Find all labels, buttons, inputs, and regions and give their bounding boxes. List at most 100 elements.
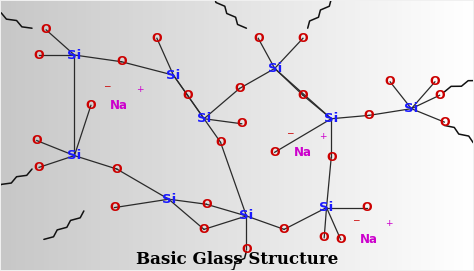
Bar [444, 1, 449, 270]
Text: O: O [361, 201, 372, 214]
Bar [331, 1, 336, 270]
Bar [171, 1, 176, 270]
Bar [147, 1, 152, 270]
Bar [1, 1, 6, 270]
Bar [421, 1, 426, 270]
Text: O: O [34, 161, 45, 174]
Bar [181, 1, 185, 270]
Bar [152, 1, 157, 270]
Bar [232, 1, 237, 270]
Text: Basic Glass Structure: Basic Glass Structure [136, 251, 338, 268]
Text: Si: Si [404, 102, 419, 115]
Text: O: O [253, 32, 264, 45]
Bar [411, 1, 416, 270]
Text: Si: Si [67, 49, 82, 62]
Bar [341, 1, 346, 270]
Text: O: O [364, 109, 374, 122]
Bar [35, 1, 39, 270]
Bar [251, 1, 256, 270]
Bar [303, 1, 308, 270]
Bar [293, 1, 298, 270]
Bar [199, 1, 204, 270]
Bar [119, 1, 124, 270]
Text: O: O [34, 49, 45, 62]
Bar [185, 1, 190, 270]
Text: O: O [111, 163, 122, 176]
Bar [16, 1, 20, 270]
Bar [82, 1, 86, 270]
Bar [105, 1, 110, 270]
Text: O: O [241, 243, 252, 256]
Bar [110, 1, 115, 270]
Text: O: O [234, 82, 245, 95]
Bar [317, 1, 322, 270]
Bar [439, 1, 444, 270]
Bar [392, 1, 397, 270]
Text: O: O [298, 89, 308, 102]
Bar [246, 1, 251, 270]
Bar [20, 1, 25, 270]
Bar [435, 1, 439, 270]
Text: −: − [353, 215, 360, 224]
Bar [261, 1, 265, 270]
Text: O: O [31, 134, 42, 147]
Bar [359, 1, 364, 270]
Bar [355, 1, 359, 270]
Text: O: O [237, 117, 247, 130]
Text: O: O [215, 136, 226, 149]
Bar [312, 1, 317, 270]
Bar [30, 1, 35, 270]
Text: O: O [439, 116, 450, 128]
Bar [157, 1, 162, 270]
Bar [336, 1, 341, 270]
Text: −: − [103, 81, 110, 90]
Bar [270, 1, 275, 270]
Text: O: O [434, 89, 445, 102]
Bar [350, 1, 355, 270]
Bar [86, 1, 91, 270]
Text: Si: Si [197, 112, 211, 125]
Bar [449, 1, 454, 270]
Text: Si: Si [319, 201, 334, 214]
Bar [223, 1, 228, 270]
Bar [96, 1, 100, 270]
Bar [242, 1, 246, 270]
Text: Si: Si [267, 62, 282, 75]
Text: Si: Si [67, 149, 82, 162]
Bar [6, 1, 11, 270]
Bar [284, 1, 289, 270]
Text: O: O [86, 99, 96, 112]
Text: +: + [319, 131, 327, 141]
Bar [407, 1, 411, 270]
Text: O: O [298, 32, 308, 45]
Text: Si: Si [166, 69, 181, 82]
Bar [346, 1, 350, 270]
Text: O: O [116, 55, 127, 68]
Text: +: + [136, 85, 143, 93]
Bar [48, 1, 53, 270]
Bar [195, 1, 199, 270]
Bar [378, 1, 383, 270]
Bar [468, 1, 473, 270]
Bar [53, 1, 58, 270]
Bar [166, 1, 171, 270]
Bar [388, 1, 392, 270]
Bar [162, 1, 166, 270]
Bar [454, 1, 458, 270]
Bar [237, 1, 242, 270]
Bar [364, 1, 369, 270]
Bar [369, 1, 374, 270]
Bar [204, 1, 209, 270]
Bar [138, 1, 143, 270]
Bar [383, 1, 388, 270]
Text: −: − [286, 128, 294, 137]
Bar [124, 1, 128, 270]
Text: Si: Si [324, 112, 338, 125]
Bar [100, 1, 105, 270]
Text: O: O [269, 146, 280, 159]
Bar [133, 1, 138, 270]
Bar [25, 1, 30, 270]
Bar [128, 1, 133, 270]
Text: O: O [429, 75, 440, 88]
Text: O: O [319, 231, 329, 244]
